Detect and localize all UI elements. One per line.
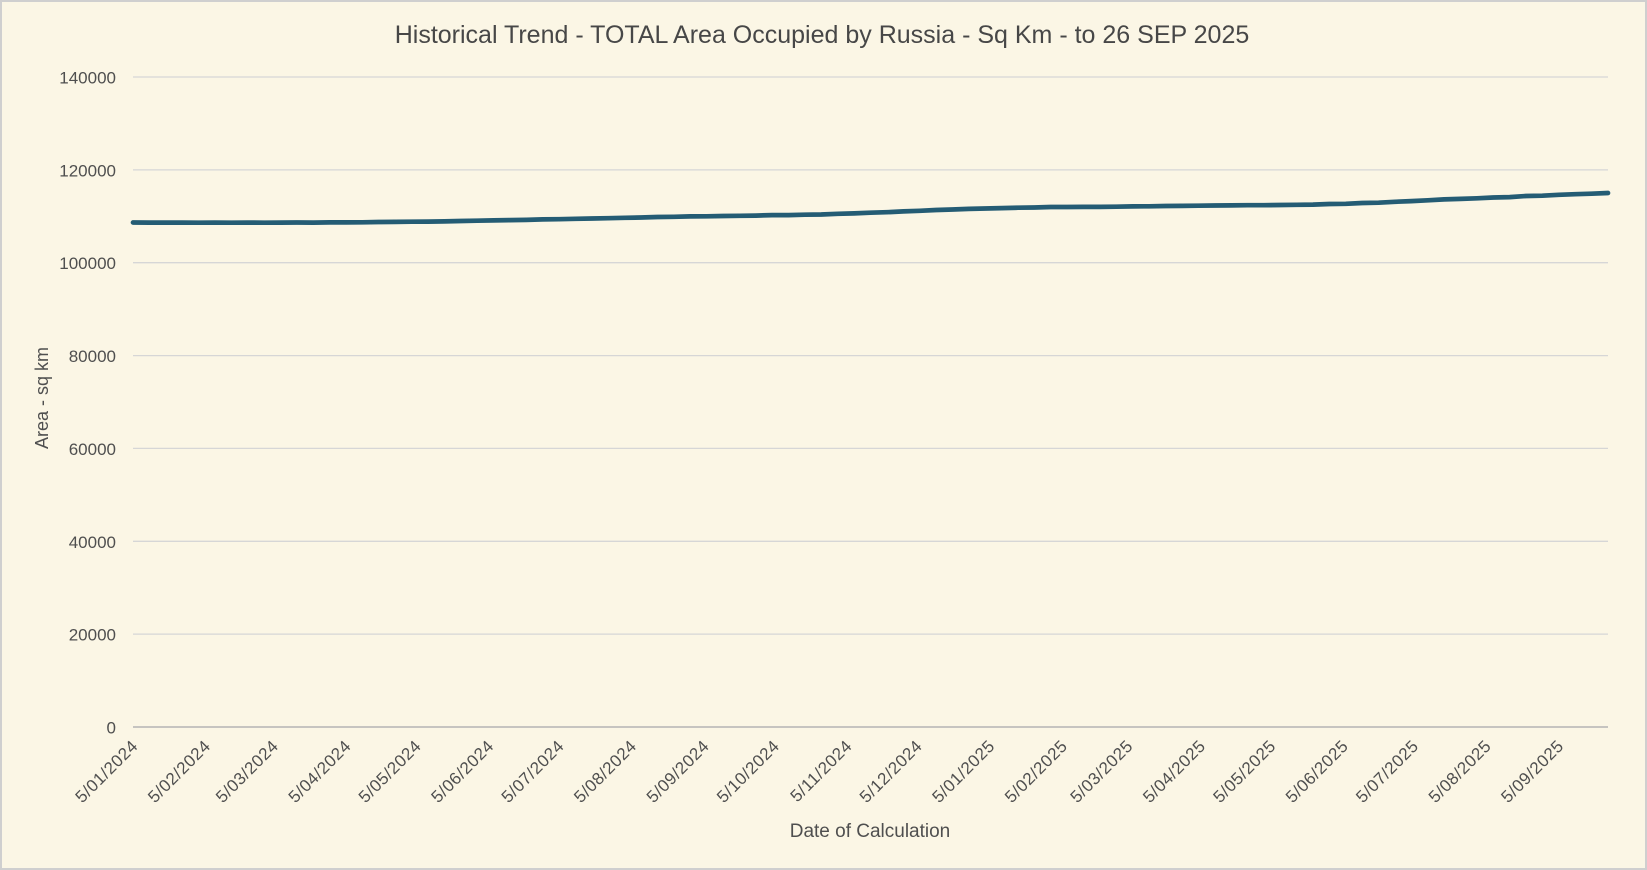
svg-text:5/06/2025: 5/06/2025 [1282, 736, 1352, 806]
svg-text:Date of Calculation: Date of Calculation [790, 821, 951, 842]
svg-text:80000: 80000 [69, 347, 116, 366]
svg-text:5/02/2025: 5/02/2025 [1001, 736, 1071, 806]
svg-text:40000: 40000 [69, 533, 116, 552]
svg-text:140000: 140000 [59, 69, 116, 88]
svg-text:5/08/2025: 5/08/2025 [1425, 736, 1495, 806]
svg-text:0: 0 [107, 719, 116, 738]
svg-text:60000: 60000 [69, 440, 116, 459]
svg-text:5/06/2024: 5/06/2024 [428, 736, 498, 806]
svg-text:20000: 20000 [69, 626, 116, 645]
svg-text:5/09/2025: 5/09/2025 [1497, 736, 1567, 806]
svg-text:5/03/2024: 5/03/2024 [212, 736, 282, 806]
svg-text:5/10/2024: 5/10/2024 [713, 736, 783, 806]
svg-text:5/04/2025: 5/04/2025 [1139, 736, 1209, 806]
svg-text:5/01/2024: 5/01/2024 [72, 736, 142, 806]
svg-text:Area - sq km: Area - sq km [32, 347, 52, 449]
svg-text:5/01/2025: 5/01/2025 [929, 736, 999, 806]
svg-text:5/07/2024: 5/07/2024 [498, 736, 568, 806]
svg-text:5/12/2024: 5/12/2024 [856, 736, 926, 806]
svg-text:5/04/2024: 5/04/2024 [285, 736, 355, 806]
svg-text:5/11/2024: 5/11/2024 [787, 736, 856, 805]
svg-text:5/05/2025: 5/05/2025 [1210, 736, 1280, 806]
svg-text:100000: 100000 [59, 254, 116, 273]
svg-text:5/09/2024: 5/09/2024 [643, 736, 713, 806]
svg-text:5/03/2025: 5/03/2025 [1067, 736, 1137, 806]
svg-text:5/05/2024: 5/05/2024 [355, 736, 425, 806]
svg-text:120000: 120000 [59, 161, 116, 180]
svg-text:5/02/2024: 5/02/2024 [144, 736, 214, 806]
svg-text:5/07/2025: 5/07/2025 [1352, 736, 1422, 806]
svg-text:5/08/2024: 5/08/2024 [570, 736, 640, 806]
svg-text:Historical Trend - TOTAL Area: Historical Trend - TOTAL Area Occupied b… [395, 21, 1250, 49]
